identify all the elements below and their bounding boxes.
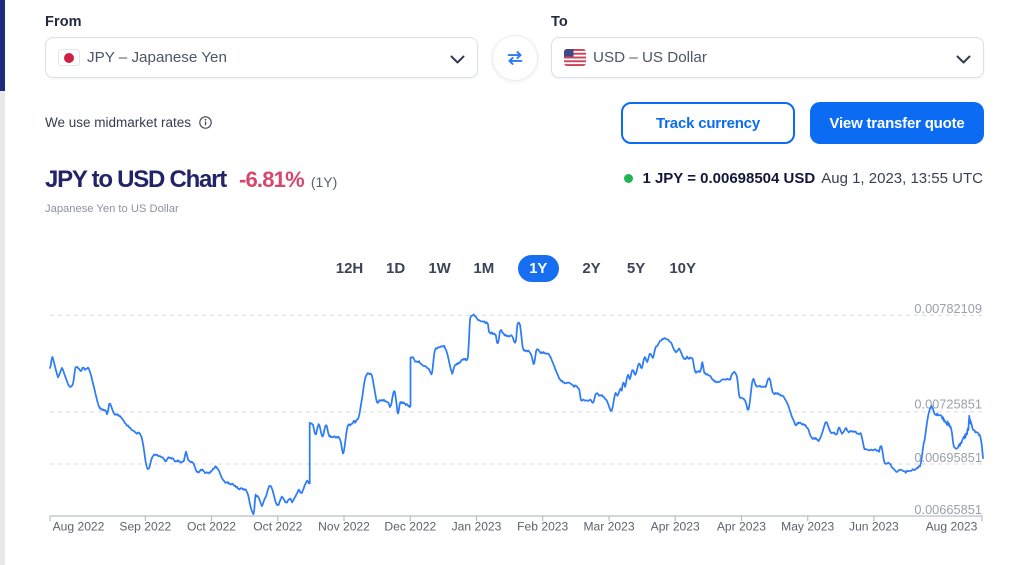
svg-text:Apr 2023: Apr 2023 (651, 520, 700, 534)
svg-text:Oct 2022: Oct 2022 (187, 520, 236, 534)
svg-text:Sep 2022: Sep 2022 (119, 520, 171, 534)
svg-text:Oct 2022: Oct 2022 (253, 520, 302, 534)
svg-text:Jun 2023: Jun 2023 (849, 520, 899, 534)
svg-text:Dec 2022: Dec 2022 (384, 520, 436, 534)
svg-text:0.00695851: 0.00695851 (914, 450, 982, 465)
svg-text:Mar 2023: Mar 2023 (583, 520, 634, 534)
svg-text:Aug 2022: Aug 2022 (53, 520, 105, 534)
svg-text:Aug 2023: Aug 2023 (926, 520, 978, 534)
svg-text:Nov 2022: Nov 2022 (318, 520, 370, 534)
svg-text:Feb 2023: Feb 2023 (517, 520, 568, 534)
svg-text:0.00665851: 0.00665851 (914, 502, 982, 517)
svg-text:0.00725851: 0.00725851 (914, 396, 982, 411)
svg-text:0.00782109: 0.00782109 (914, 301, 982, 316)
svg-text:Apr 2023: Apr 2023 (717, 520, 766, 534)
svg-text:Jan 2023: Jan 2023 (452, 520, 502, 534)
svg-text:May 2023: May 2023 (781, 520, 834, 534)
